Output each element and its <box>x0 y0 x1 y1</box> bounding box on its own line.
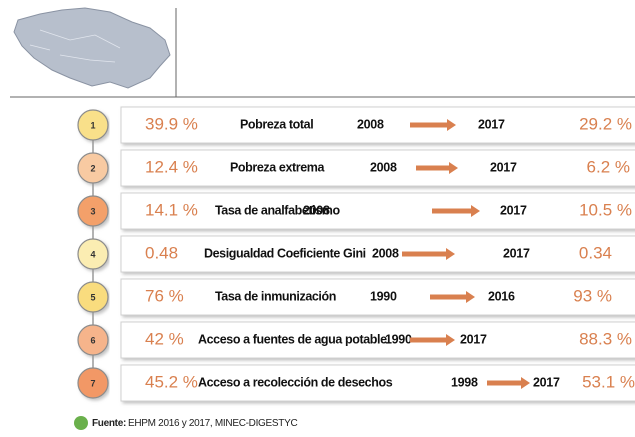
indicator-label: Acceso a recolección de desechos <box>198 375 393 389</box>
arrow-shaft <box>430 294 467 300</box>
end-value: 53.1 % <box>582 372 635 391</box>
row-badge <box>77 281 109 313</box>
from-year: 2008 <box>303 203 330 217</box>
row-number: 2 <box>90 163 95 173</box>
to-year: 2017 <box>533 375 560 389</box>
row-badge <box>77 109 109 141</box>
to-year: 2017 <box>478 117 505 131</box>
arrow-head <box>449 162 458 174</box>
start-value: 12.4 % <box>145 157 198 176</box>
row-box <box>120 149 635 187</box>
row-box <box>120 192 635 230</box>
row-badge <box>77 195 109 227</box>
indicator-label: Desigualdad Coeficiente Gini <box>204 246 366 260</box>
end-value: 88.3 % <box>579 329 632 348</box>
to-year: 2017 <box>500 203 527 217</box>
arrow-shaft <box>416 165 450 171</box>
end-value: 93 % <box>573 286 612 305</box>
arrow-shaft <box>410 337 447 343</box>
row-box <box>120 321 635 359</box>
row-badge <box>77 324 109 356</box>
start-value: 39.9 % <box>145 114 198 133</box>
row-badge <box>77 238 109 270</box>
map <box>13 7 171 89</box>
row: 1 39.9 % Pobreza total 2008 2017 29.2 % <box>77 106 635 144</box>
arrow-head <box>446 334 455 346</box>
start-value: 42 % <box>145 329 184 348</box>
arrow-head <box>521 377 530 389</box>
indicator-label: Acceso a fuentes de agua potable <box>198 332 387 346</box>
row-number: 7 <box>90 378 95 388</box>
arrow-shaft <box>432 208 472 214</box>
row-badge <box>77 152 109 184</box>
end-value: 0.34 <box>579 243 612 262</box>
row: 6 42 % Acceso a fuentes de agua potable199… <box>77 321 635 359</box>
row-box <box>120 364 635 402</box>
footer-label: Fuente: <box>92 418 126 429</box>
arrow-shaft <box>402 251 447 257</box>
start-value: 76 % <box>145 286 184 305</box>
indicator-label: Tasa de analfabetismo <box>215 203 341 217</box>
row: 5 76 % Tasa de inmunización 1990 2016 93 % <box>77 278 635 316</box>
row-number: 4 <box>90 249 95 259</box>
end-value: 10.5 % <box>579 200 632 219</box>
to-year: 2017 <box>460 332 487 346</box>
row-number: 1 <box>90 120 95 130</box>
row-number: 5 <box>90 292 95 302</box>
from-year: 2008 <box>370 160 397 174</box>
source-icon <box>74 416 88 430</box>
from-year: 1998 <box>451 375 478 389</box>
map-borders <box>29 29 121 63</box>
from-year: 2008 <box>372 246 399 260</box>
start-value: 45.2 % <box>145 372 198 391</box>
row-badge <box>77 367 109 399</box>
arrow-head <box>466 291 475 303</box>
from-year: 2008 <box>357 117 384 131</box>
row-box <box>120 278 635 316</box>
to-year: 2017 <box>490 160 517 174</box>
row: 2 12.4 % Pobreza extrema 2008 2017 6.2 % <box>77 149 635 187</box>
row: 7 45.2 % Acceso a recolección de desechos 1… <box>77 364 635 402</box>
arrow-shaft <box>410 122 448 128</box>
row-box <box>120 106 635 144</box>
start-value: 0.48 <box>145 243 178 262</box>
footer-text: EHPM 2016 y 2017, MINEC-DIGESTYC <box>128 418 297 429</box>
from-year: 1990 <box>385 332 412 346</box>
row-number: 3 <box>90 206 95 216</box>
row-number: 6 <box>90 335 95 345</box>
map-shape <box>13 7 171 89</box>
indicator-label: Pobreza total <box>240 117 313 131</box>
end-value: 6.2 % <box>587 157 630 176</box>
footer: Fuente: EHPM 2016 y 2017, MINEC-DIGESTYC <box>92 418 297 429</box>
arrow-shaft <box>487 380 522 386</box>
from-year: 1990 <box>370 289 397 303</box>
to-year: 2016 <box>488 289 515 303</box>
to-year: 2017 <box>503 246 530 260</box>
arrow-head <box>447 119 456 131</box>
arrow-head <box>446 248 455 260</box>
start-value: 14.1 % <box>145 200 198 219</box>
indicator-label: Pobreza extrema <box>230 160 325 174</box>
row: 4 0.48 Desigualdad Coeficiente Gini 2008 201… <box>77 235 635 273</box>
row-box <box>120 235 635 273</box>
end-value: 29.2 % <box>579 114 632 133</box>
arrow-head <box>471 205 480 217</box>
indicator-label: Tasa de inmunización <box>215 289 336 303</box>
